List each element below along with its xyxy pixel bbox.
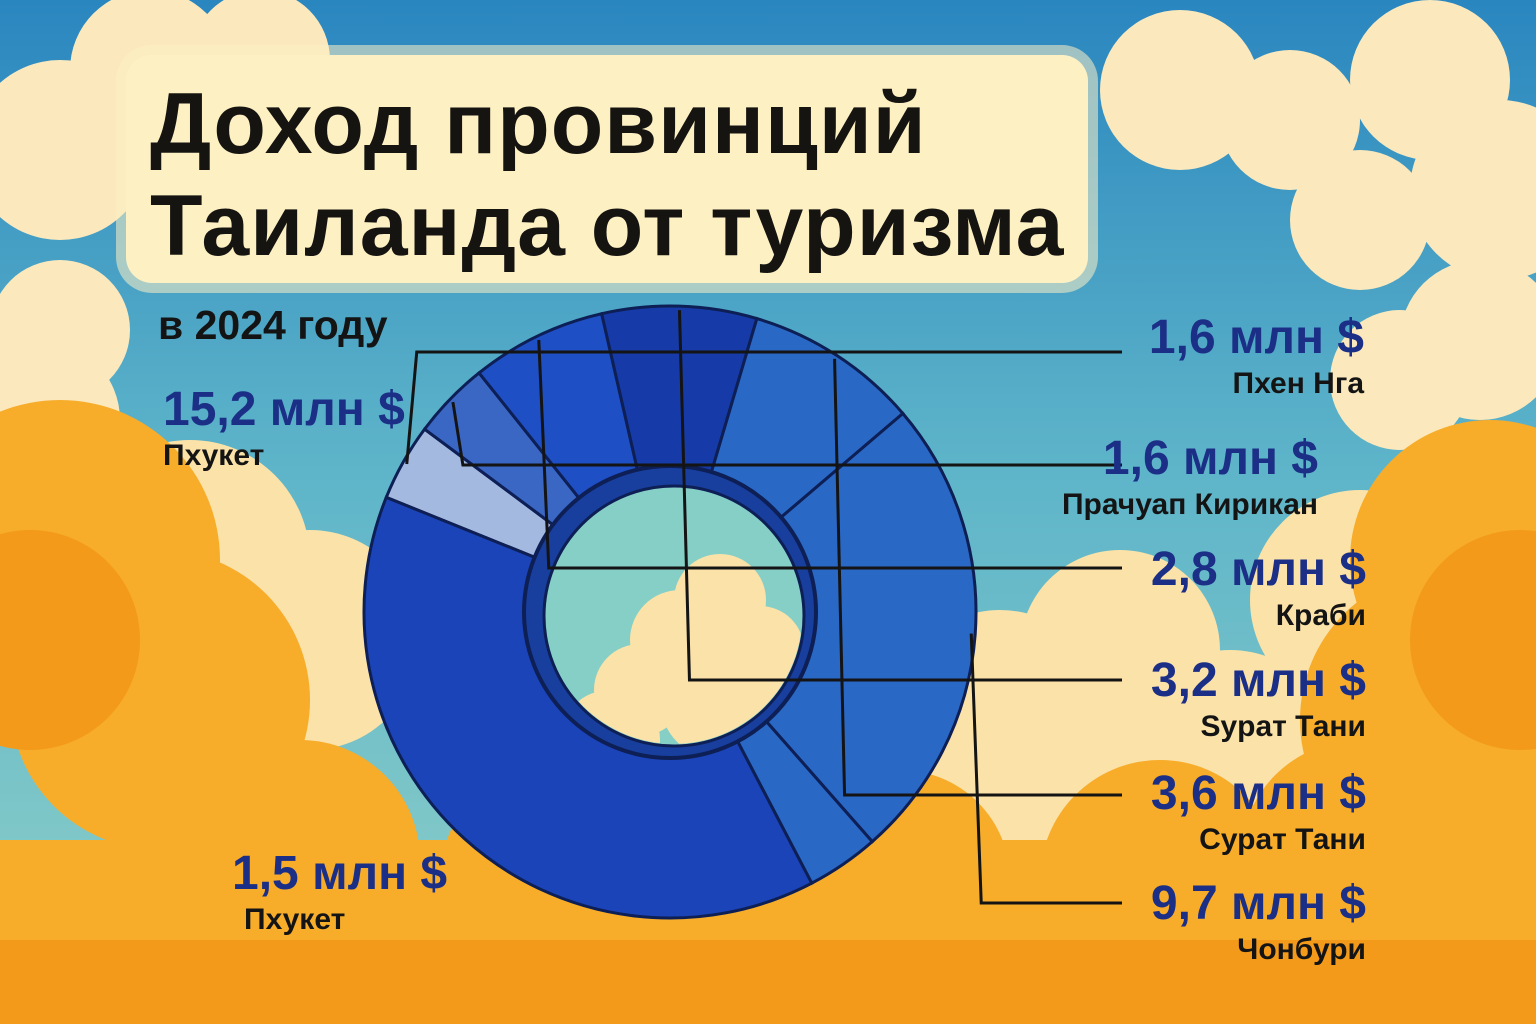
data-label-4: 3,2 млн $ Sypaт Тани — [1151, 654, 1366, 746]
data-label-7: 1,5 млн $ Пхукет — [232, 847, 447, 939]
slice-name-5: Сурат Тани — [1199, 823, 1366, 856]
chart-title-line-2: Таиланда от туризма — [150, 178, 1065, 274]
title-banner: Доход провинций Таиланда от туризма — [126, 55, 1089, 283]
leader-line-1 — [405, 350, 1122, 465]
slice-value-4: 3,2 млн $ — [1150, 654, 1366, 707]
slice-value-1: 1,6 млн $ — [1148, 311, 1364, 364]
slice-name-4: Sypaт Тани — [1200, 710, 1366, 743]
slice-value-3: 2,8 млн $ — [1150, 543, 1366, 596]
data-label-1: 1,6 млн $ Пхен Нга — [1149, 311, 1364, 403]
slice-value-7: 1,5 млн $ — [232, 847, 448, 900]
data-label-0: 15,2 млн $ Пхукет — [163, 383, 405, 475]
leader-line-4 — [677, 310, 1122, 682]
chart-subtitle: в 2024 году — [158, 302, 388, 348]
slice-value-0: 15,2 млн $ — [163, 383, 405, 436]
slice-name-7: Пхукет — [244, 903, 346, 936]
slice-name-3: Краби — [1275, 599, 1366, 632]
data-label-6: 9,7 млн $ Чонбури — [1151, 877, 1366, 969]
slice-value-6: 9,7 млн $ — [1150, 877, 1366, 930]
slice-name-0: Пхукет — [163, 439, 265, 472]
slice-value-2: 1,6 млн $ — [1102, 432, 1318, 485]
cloud-cluster-top — [0, 0, 1536, 500]
slice-name-1: Пхен Нга — [1232, 367, 1364, 400]
leader-line-3 — [537, 339, 1122, 570]
leader-line-6 — [969, 633, 1122, 905]
slice-name-6: Чонбури — [1237, 933, 1366, 966]
chart-title-line-1: Доход провинций — [150, 76, 927, 172]
slice-value-5: 3,6 млн $ — [1150, 767, 1366, 820]
leader-line-2 — [451, 401, 1122, 467]
data-label-5: 3,6 млн $ Сурат Тани — [1151, 767, 1366, 859]
leader-line-5 — [833, 358, 1122, 797]
data-label-3: 2,8 млн $ Краби — [1151, 543, 1366, 635]
data-label-2: 1,6 млн $ Прачуап Кирикан — [1062, 432, 1318, 524]
slice-name-2: Прачуап Кирикан — [1061, 488, 1318, 521]
